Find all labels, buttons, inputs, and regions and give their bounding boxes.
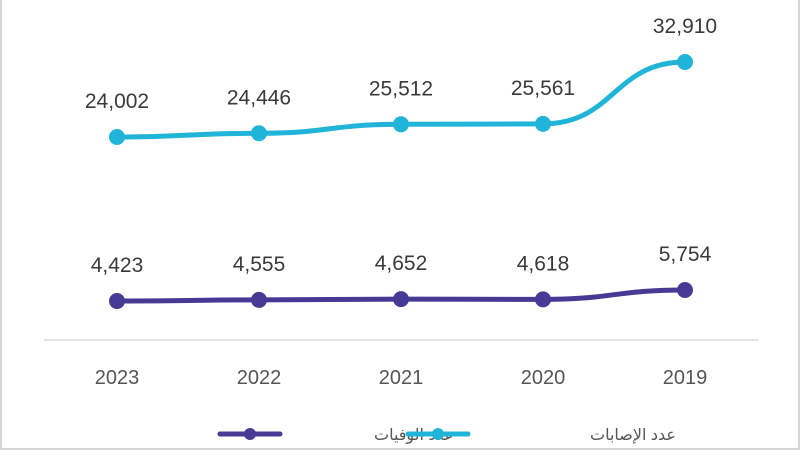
data-point-infections-2022: [251, 125, 267, 142]
data-point-deaths-2022: [251, 291, 267, 308]
data-label-infections-2020: 25,561: [511, 77, 575, 100]
x-tick-label-2021: 2021: [379, 367, 424, 389]
data-point-deaths-2020: [535, 291, 551, 308]
series-deaths: 4,423 4,555 4,652 4,618 5,754: [91, 243, 712, 309]
data-label-infections-2021: 25,512: [369, 77, 433, 100]
data-label-infections-2019: 32,910: [653, 15, 717, 38]
x-tick-label-2019: 2019: [663, 367, 708, 389]
data-point-deaths-2021: [393, 291, 409, 308]
data-label-infections-2022: 24,446: [227, 86, 291, 109]
x-axis-ticks: 2023 2022 2021 2020 2019: [95, 367, 708, 389]
legend-marker-infections: [432, 428, 444, 440]
data-point-infections-2023: [109, 129, 125, 145]
data-point-deaths-2019: [677, 282, 693, 298]
x-tick-label-2022: 2022: [237, 367, 282, 389]
legend: عدد الوفيات عدد الإصابات: [217, 427, 676, 445]
series-layer: 24,002 24,446 25,512 25,561 32,910 4,423 4,555…: [85, 15, 717, 309]
data-label-deaths-2021: 4,652: [375, 252, 428, 275]
data-label-deaths-2019: 5,754: [659, 243, 712, 266]
data-point-infections-2020: [535, 115, 551, 132]
legend-item-infections: عدد الإصابات: [405, 427, 676, 444]
x-tick-label-2023: 2023: [95, 367, 140, 389]
data-label-deaths-2020: 4,618: [517, 252, 570, 275]
x-tick-label-2020: 2020: [521, 367, 566, 389]
series-infections: 24,002 24,446 25,512 25,561 32,910: [85, 15, 717, 145]
legend-label-infections: عدد الإصابات: [590, 427, 676, 444]
legend-marker-deaths: [244, 428, 256, 440]
data-label-deaths-2022: 4,555: [233, 253, 286, 276]
data-label-infections-2023: 24,002: [85, 90, 149, 113]
data-label-deaths-2023: 4,423: [91, 254, 144, 277]
data-point-deaths-2023: [109, 293, 125, 309]
data-point-infections-2021: [393, 116, 409, 133]
data-point-infections-2019: [677, 54, 693, 70]
